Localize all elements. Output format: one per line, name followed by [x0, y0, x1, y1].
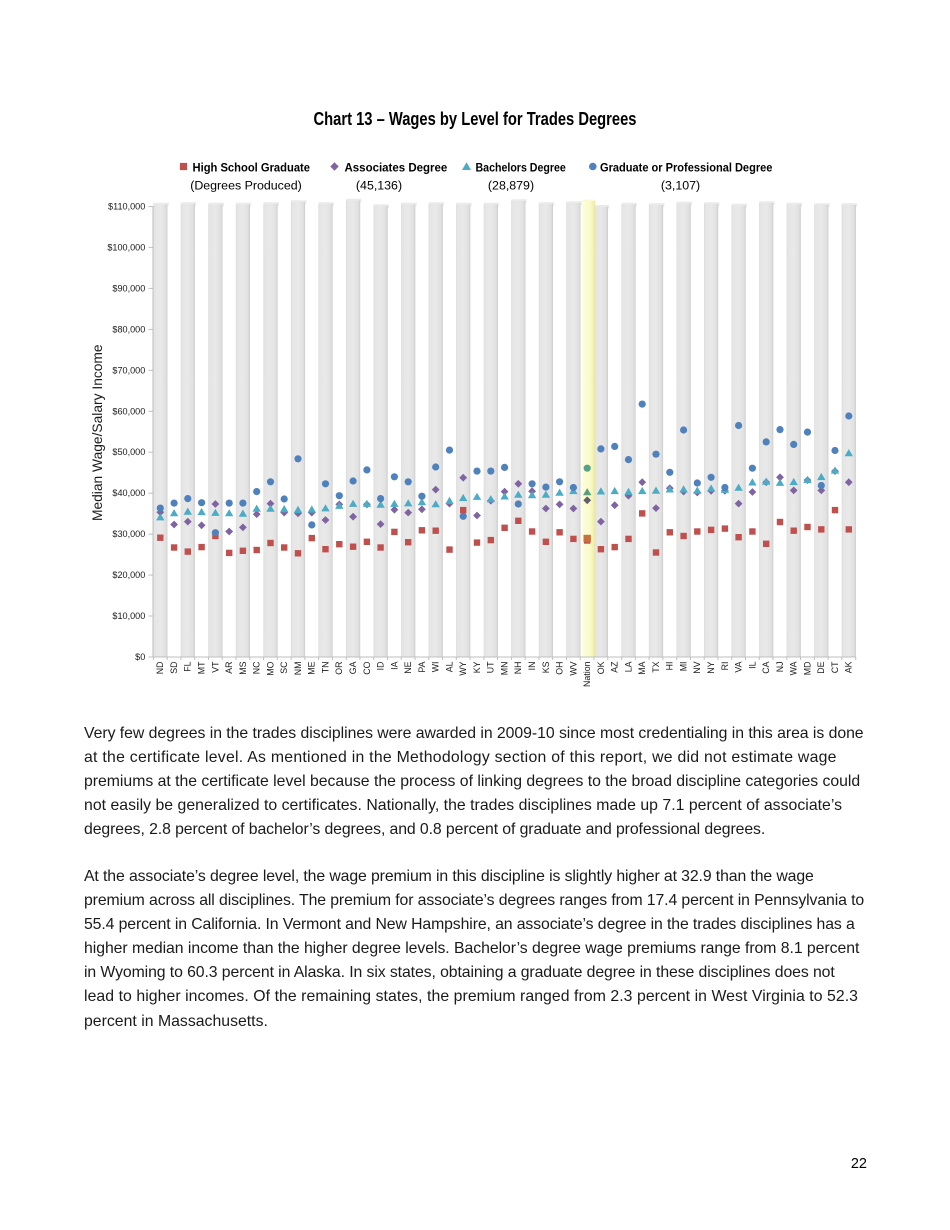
- svg-text:ND: ND: [155, 662, 165, 675]
- svg-text:$40,000: $40,000: [112, 488, 145, 498]
- svg-text:MS: MS: [238, 661, 248, 674]
- svg-text:$80,000: $80,000: [112, 324, 145, 334]
- svg-text:MI: MI: [679, 662, 689, 672]
- svg-text:$10,000: $10,000: [112, 611, 145, 621]
- svg-text:(28,879): (28,879): [488, 179, 534, 193]
- svg-text:SD: SD: [169, 662, 179, 674]
- svg-text:Nation: Nation: [582, 661, 592, 687]
- svg-text:Graduate or Professional Degre: Graduate or Professional Degree: [600, 160, 772, 174]
- svg-text:High School Graduate: High School Graduate: [193, 160, 311, 174]
- svg-text:MN: MN: [499, 662, 509, 676]
- svg-text:OH: OH: [555, 662, 565, 675]
- svg-text:WY: WY: [458, 661, 468, 675]
- svg-text:IN: IN: [527, 662, 537, 671]
- svg-text:TN: TN: [320, 662, 330, 674]
- svg-text:HI: HI: [665, 662, 675, 671]
- svg-text:NJ: NJ: [775, 662, 785, 673]
- svg-text:DE: DE: [816, 661, 826, 673]
- svg-text:(Degrees Produced): (Degrees Produced): [190, 179, 302, 193]
- svg-text:Median Wage/Salary Income: Median Wage/Salary Income: [90, 344, 105, 521]
- svg-text:MT: MT: [197, 661, 207, 674]
- svg-text:PA: PA: [417, 661, 427, 672]
- svg-text:TX: TX: [651, 661, 661, 672]
- svg-text:Associates Degree: Associates Degree: [345, 160, 448, 174]
- svg-text:NH: NH: [513, 662, 523, 675]
- svg-text:$60,000: $60,000: [112, 406, 145, 416]
- svg-text:ME: ME: [307, 661, 317, 674]
- svg-text:$30,000: $30,000: [112, 529, 145, 539]
- svg-text:VA: VA: [734, 661, 744, 672]
- svg-text:Bachelors Degree: Bachelors Degree: [476, 160, 566, 174]
- svg-text:KS: KS: [541, 661, 551, 673]
- svg-text:NE: NE: [403, 661, 413, 673]
- svg-text:22: 22: [851, 1156, 867, 1172]
- svg-text:OK: OK: [596, 661, 606, 674]
- svg-text:CO: CO: [362, 661, 372, 674]
- svg-text:IL: IL: [747, 661, 757, 668]
- svg-text:AK: AK: [844, 661, 854, 673]
- svg-text:SC: SC: [279, 661, 289, 674]
- svg-text:NV: NV: [692, 661, 702, 673]
- svg-text:NM: NM: [293, 662, 303, 676]
- svg-text:ID: ID: [376, 662, 386, 671]
- svg-text:$110,000: $110,000: [108, 202, 145, 212]
- svg-text:AL: AL: [444, 661, 454, 672]
- svg-text:RI: RI: [720, 662, 730, 671]
- svg-text:$70,000: $70,000: [112, 365, 145, 375]
- svg-text:$50,000: $50,000: [112, 447, 145, 457]
- svg-text:WA: WA: [789, 661, 799, 675]
- svg-text:$0: $0: [135, 652, 145, 662]
- svg-text:MA: MA: [637, 661, 647, 674]
- svg-text:$100,000: $100,000: [107, 242, 145, 252]
- svg-text:IA: IA: [389, 661, 399, 669]
- svg-text:MO: MO: [265, 661, 275, 675]
- svg-text:UT: UT: [486, 661, 496, 673]
- svg-text:CT: CT: [830, 661, 840, 673]
- svg-text:NC: NC: [252, 661, 262, 674]
- svg-text:$20,000: $20,000: [112, 570, 145, 580]
- svg-text:MD: MD: [802, 662, 812, 676]
- svg-text:VT: VT: [210, 661, 220, 673]
- svg-text:CA: CA: [761, 661, 771, 673]
- svg-text:KY: KY: [472, 661, 482, 673]
- svg-text:WV: WV: [568, 661, 578, 675]
- svg-text:AR: AR: [224, 662, 234, 674]
- svg-text:(45,136): (45,136): [356, 179, 402, 193]
- svg-text:OR: OR: [334, 662, 344, 675]
- svg-text:(3,107): (3,107): [661, 179, 700, 193]
- svg-text:WI: WI: [431, 662, 441, 673]
- svg-text:Chart 13 – Wages by Level for: Chart 13 – Wages by Level for Trades Deg…: [314, 108, 637, 129]
- svg-text:LA: LA: [623, 661, 633, 672]
- svg-text:GA: GA: [348, 661, 358, 674]
- svg-text:NY: NY: [706, 661, 716, 673]
- svg-text:$90,000: $90,000: [112, 283, 145, 293]
- svg-text:AZ: AZ: [610, 661, 620, 673]
- svg-text:FL: FL: [183, 661, 193, 671]
